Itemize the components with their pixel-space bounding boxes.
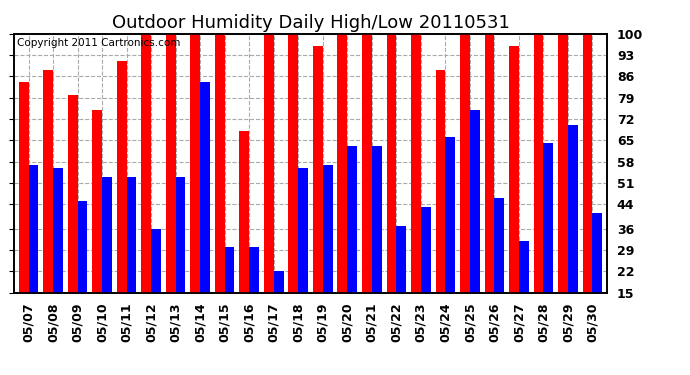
Bar — [484, 34, 495, 338]
Bar — [19, 82, 28, 338]
Bar — [544, 143, 553, 338]
Bar — [362, 34, 372, 338]
Bar — [190, 34, 200, 338]
Bar — [166, 34, 176, 338]
Bar — [337, 34, 347, 338]
Bar — [421, 207, 431, 338]
Bar — [347, 146, 357, 338]
Bar — [509, 46, 519, 338]
Bar — [435, 70, 445, 338]
Bar — [495, 198, 504, 338]
Bar — [43, 70, 53, 338]
Title: Outdoor Humidity Daily High/Low 20110531: Outdoor Humidity Daily High/Low 20110531 — [112, 14, 509, 32]
Bar — [274, 271, 284, 338]
Bar — [117, 61, 126, 338]
Bar — [68, 94, 77, 338]
Bar — [445, 137, 455, 338]
Bar — [323, 165, 333, 338]
Bar — [215, 34, 225, 338]
Bar — [470, 110, 480, 338]
Bar — [28, 165, 39, 338]
Bar — [102, 177, 112, 338]
Bar — [77, 201, 88, 338]
Bar — [249, 247, 259, 338]
Bar — [593, 213, 602, 338]
Bar — [151, 229, 161, 338]
Bar — [372, 146, 382, 338]
Bar — [53, 168, 63, 338]
Bar — [92, 110, 102, 338]
Bar — [396, 225, 406, 338]
Bar — [533, 34, 544, 338]
Bar — [176, 177, 186, 338]
Bar — [411, 34, 421, 338]
Bar — [568, 125, 578, 338]
Bar — [582, 34, 593, 338]
Text: Copyright 2011 Cartronics.com: Copyright 2011 Cartronics.com — [17, 38, 180, 48]
Bar — [239, 131, 249, 338]
Bar — [288, 34, 298, 338]
Bar — [126, 177, 137, 338]
Bar — [298, 168, 308, 338]
Bar — [200, 82, 210, 338]
Bar — [460, 34, 470, 338]
Bar — [558, 34, 568, 338]
Bar — [141, 34, 151, 338]
Bar — [519, 241, 529, 338]
Bar — [264, 34, 274, 338]
Bar — [313, 46, 323, 338]
Bar — [386, 34, 396, 338]
Bar — [225, 247, 235, 338]
